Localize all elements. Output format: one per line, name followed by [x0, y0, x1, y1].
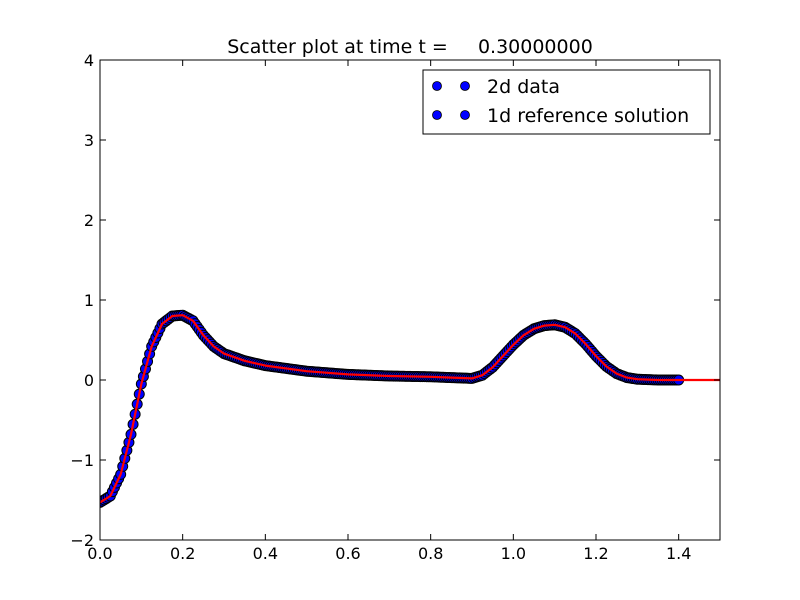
x-tick-label: 0.6: [335, 544, 360, 563]
legend-label-reference-solution: 1d reference solution: [487, 105, 689, 127]
chart-title: Scatter plot at time t = 0.30000000: [227, 36, 593, 58]
y-tick-label: −2: [70, 531, 94, 550]
x-tick-label: 0.4: [253, 544, 278, 563]
legend-marker-2d-data-2: [460, 81, 470, 91]
series-layer: [100, 309, 720, 508]
x-tick-label: 1.2: [583, 544, 608, 563]
y-tick-label: −1: [70, 451, 94, 470]
plot-area: [99, 59, 721, 541]
x-tick-label: 0.0: [87, 544, 112, 563]
legend-label-2d-data: 2d data: [487, 76, 560, 98]
x-tick-label: 1.0: [501, 544, 526, 563]
y-tick-label: 3: [84, 131, 94, 150]
legend: 2d data 1d reference solution: [422, 69, 711, 135]
x-tick-label: 0.8: [418, 544, 443, 563]
x-tick-label: 0.2: [170, 544, 195, 563]
y-tick-label: 1: [84, 291, 94, 310]
x-tick-label: 1.4: [666, 544, 691, 563]
y-axis: −2 −1 0 1 2 3 4: [70, 51, 720, 550]
legend-marker-reference-1: [432, 110, 442, 120]
legend-box: [422, 69, 711, 135]
y-tick-label: 0: [84, 371, 94, 390]
y-tick-label: 2: [84, 211, 94, 230]
legend-marker-2d-data-1: [432, 81, 442, 91]
y-tick-label: 4: [84, 51, 94, 70]
x-axis: 0.0 0.2 0.4 0.6 0.8 1.0 1.2 1.4: [87, 60, 691, 563]
legend-marker-reference-2: [460, 110, 470, 120]
reference-solution-line: [100, 314, 720, 504]
